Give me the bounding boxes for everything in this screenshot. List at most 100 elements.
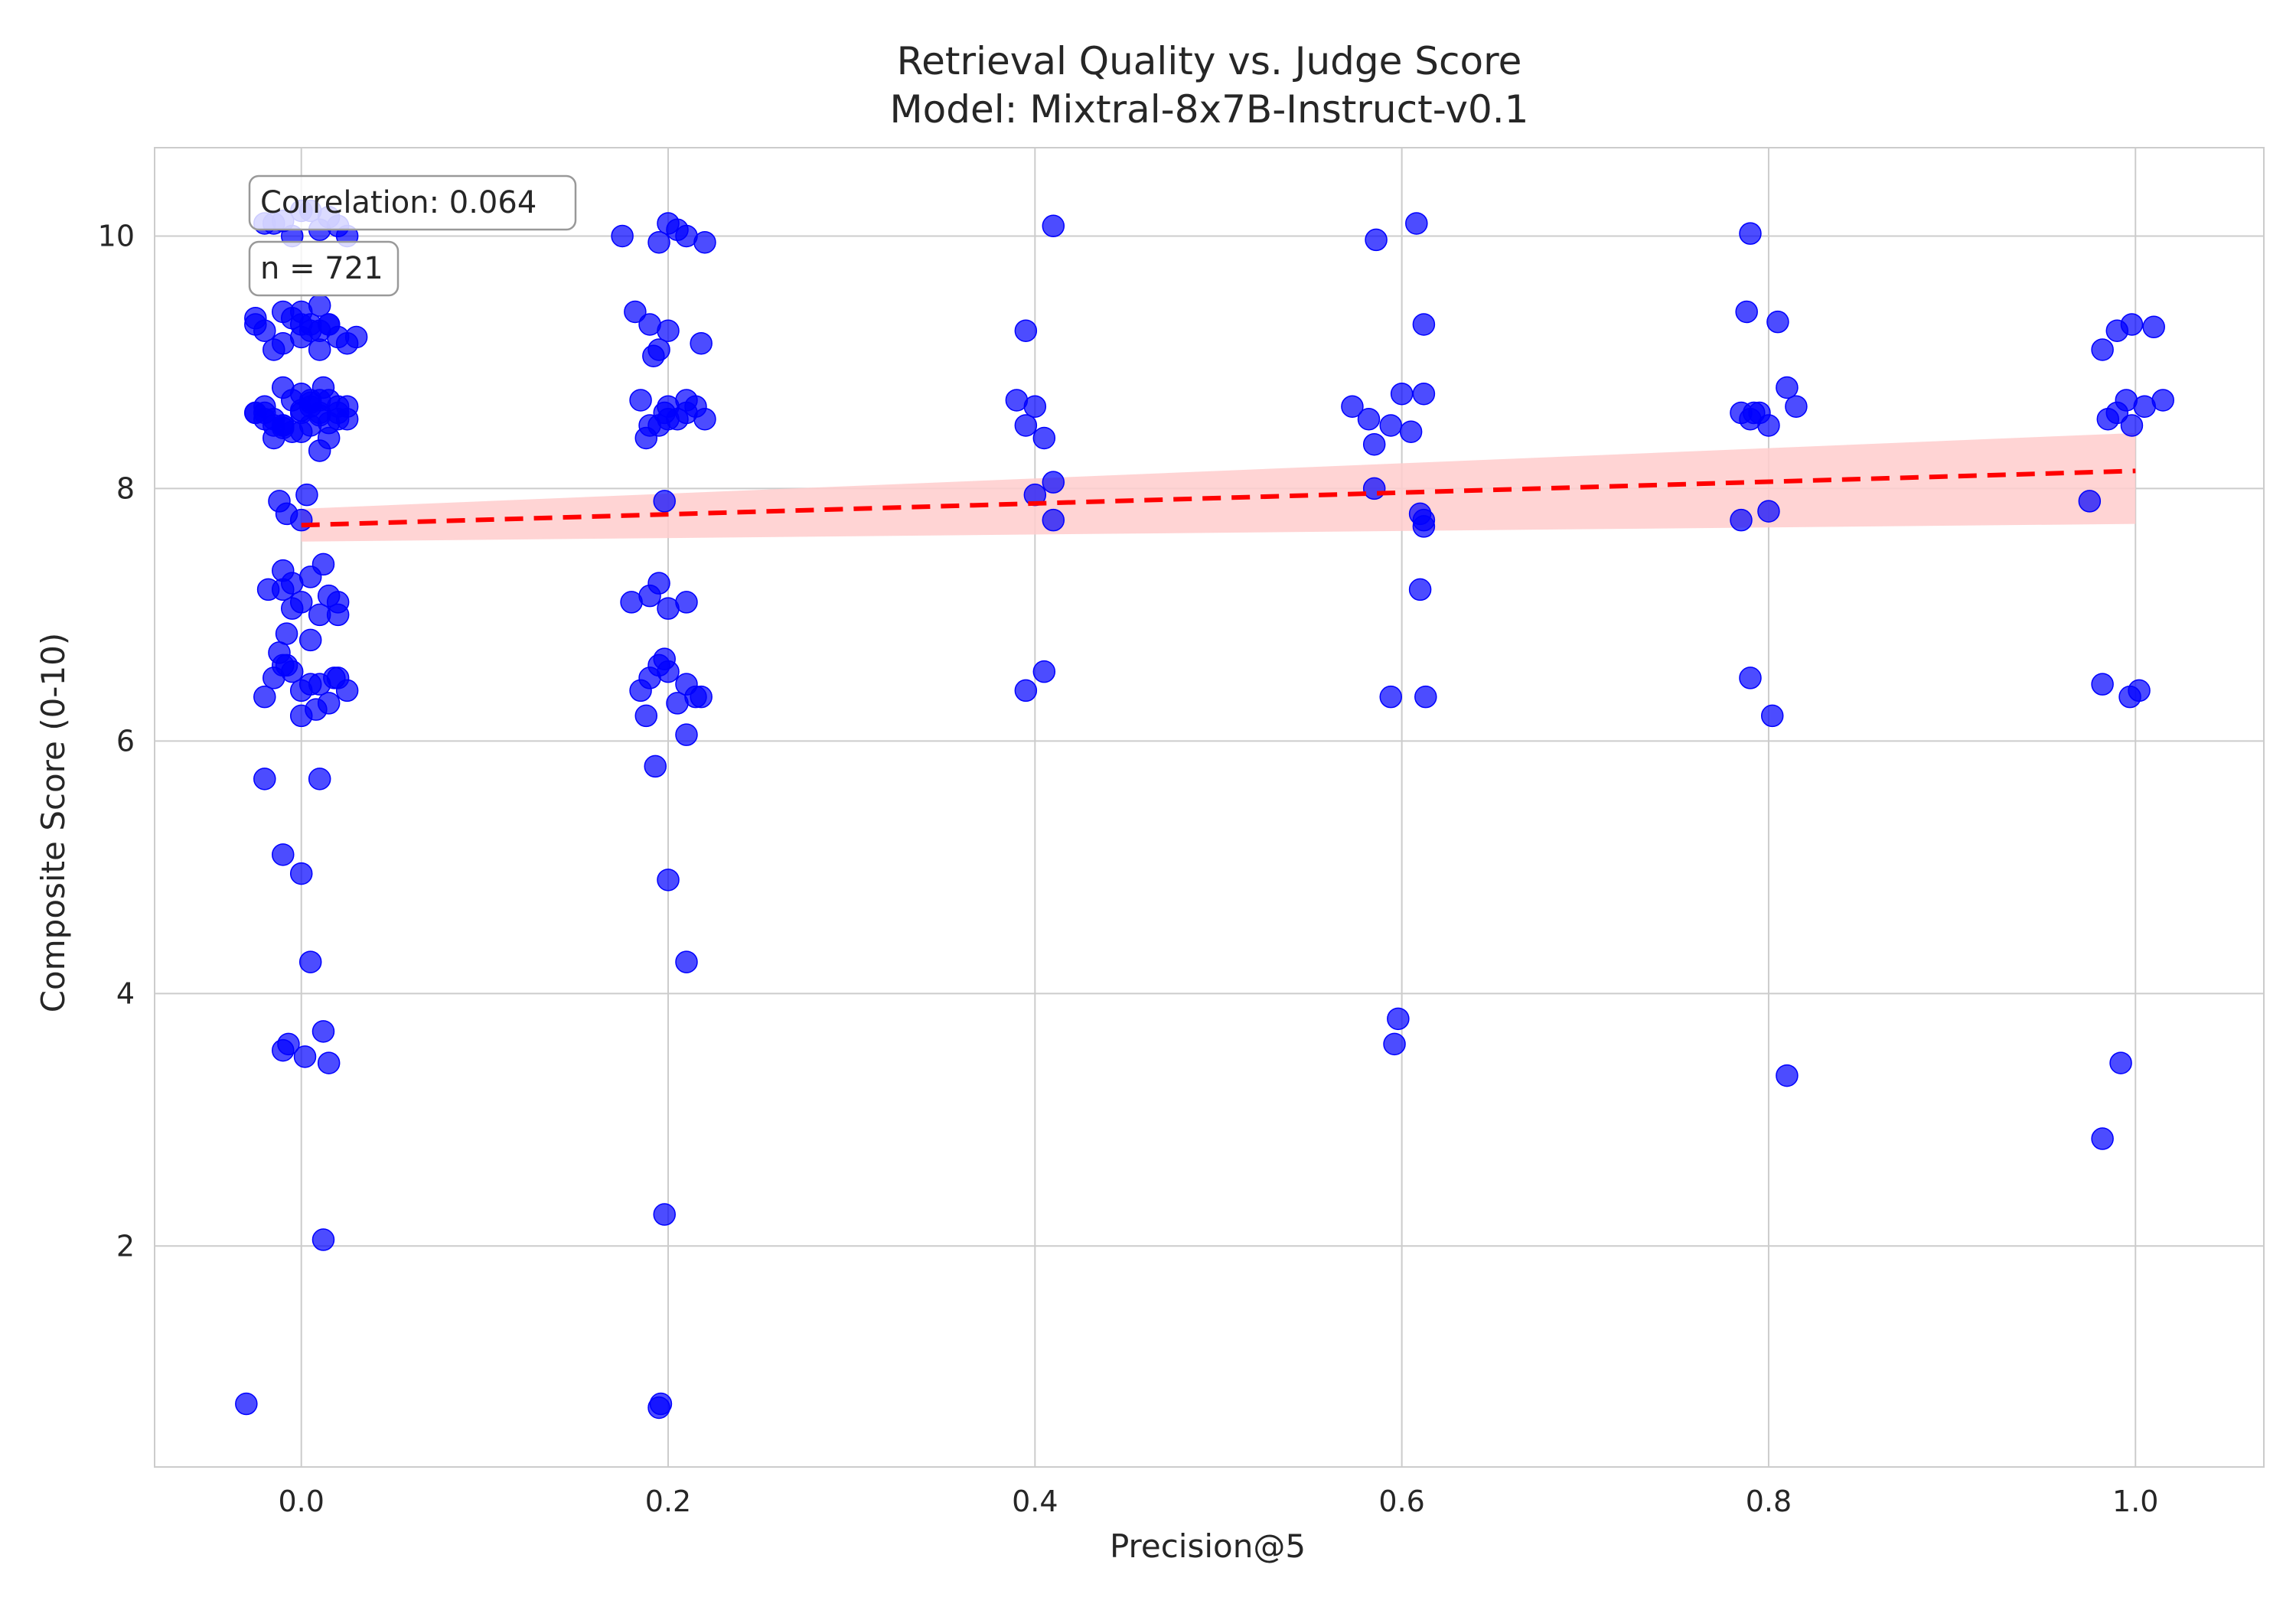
y-tick-label: 8 xyxy=(116,471,135,505)
data-point xyxy=(272,1038,295,1062)
data-point xyxy=(657,319,680,342)
data-point xyxy=(256,578,280,601)
data-point xyxy=(275,654,298,677)
plot-frame xyxy=(154,147,2265,1468)
data-point xyxy=(657,869,680,892)
data-point xyxy=(1042,471,1065,494)
trend-line xyxy=(301,468,2136,528)
x-tick-label: 0.2 xyxy=(645,1485,691,1518)
data-point xyxy=(1412,382,1436,406)
data-point xyxy=(2091,673,2114,696)
x-tick-label: 0.0 xyxy=(279,1485,325,1518)
data-point xyxy=(1379,685,1403,709)
data-point xyxy=(263,338,285,361)
data-point xyxy=(2105,401,2129,425)
data-point xyxy=(305,698,328,721)
y-tick-labels: 2 4 6 8 10 xyxy=(98,219,135,1263)
data-point xyxy=(1341,395,1364,418)
data-point xyxy=(272,843,295,866)
data-point xyxy=(611,224,634,248)
data-point xyxy=(1414,685,1437,709)
data-point xyxy=(275,622,298,645)
data-point xyxy=(2109,1051,2132,1074)
y-tick-label: 6 xyxy=(116,724,135,758)
data-point xyxy=(666,692,689,715)
data-point xyxy=(1760,704,1784,728)
data-point xyxy=(1387,1007,1410,1031)
data-point xyxy=(629,389,652,412)
x-tick-label: 0.6 xyxy=(1378,1485,1424,1518)
data-point xyxy=(1735,300,1758,324)
x-tick-label: 1.0 xyxy=(2112,1485,2158,1518)
y-tick-label: 4 xyxy=(116,976,135,1010)
data-point xyxy=(317,411,341,435)
data-point xyxy=(2078,490,2102,513)
data-point xyxy=(253,685,276,709)
data-point xyxy=(272,300,295,324)
data-point xyxy=(295,483,318,507)
data-point xyxy=(1405,212,1428,235)
data-point xyxy=(693,230,716,254)
data-point xyxy=(1743,401,1766,425)
data-point xyxy=(1042,508,1065,532)
data-point xyxy=(272,559,295,582)
data-point xyxy=(675,723,698,746)
data-point xyxy=(629,679,652,702)
data-point xyxy=(298,628,322,652)
data-point xyxy=(308,294,331,317)
data-point xyxy=(1023,395,1047,418)
data-point xyxy=(1412,515,1436,538)
x-tick-label: 0.4 xyxy=(1012,1485,1058,1518)
data-point xyxy=(244,313,267,336)
data-point xyxy=(272,416,295,439)
data-point xyxy=(280,597,304,620)
y-axis-label: Composite Score (0-10) xyxy=(34,633,72,1013)
data-point xyxy=(1766,310,1789,334)
n-annotation: n = 721 xyxy=(248,240,400,297)
data-point xyxy=(644,755,667,778)
data-point xyxy=(311,553,335,576)
data-point xyxy=(2091,1127,2114,1150)
data-point xyxy=(634,704,658,728)
data-point xyxy=(1362,477,1386,500)
data-point xyxy=(1042,214,1065,238)
data-point xyxy=(289,508,313,532)
data-point xyxy=(298,391,322,415)
data-point xyxy=(235,1392,258,1416)
n-box xyxy=(248,240,400,297)
data-point xyxy=(1739,222,1762,245)
data-point xyxy=(317,313,341,336)
confidence-band-area xyxy=(301,432,2136,542)
data-point xyxy=(308,338,331,361)
data-point xyxy=(653,490,676,513)
data-point xyxy=(2151,389,2174,412)
data-point xyxy=(1014,319,1038,342)
y-tick-label: 10 xyxy=(98,219,135,253)
trend-line-group xyxy=(301,468,2136,528)
data-point xyxy=(647,230,670,254)
data-point xyxy=(1785,395,1808,418)
data-point xyxy=(253,768,276,790)
data-point xyxy=(657,597,680,620)
data-point xyxy=(642,344,665,367)
data-point xyxy=(1739,667,1762,689)
x-tick-label: 0.8 xyxy=(1746,1485,1792,1518)
data-point xyxy=(2105,319,2129,342)
data-point xyxy=(675,389,698,412)
data-point xyxy=(1014,679,1038,702)
data-point xyxy=(293,1045,317,1068)
correlation-annotation: Correlation: 0.064 xyxy=(248,174,577,231)
data-point xyxy=(1408,578,1432,601)
data-point xyxy=(311,376,335,399)
correlation-box xyxy=(248,174,577,231)
data-point xyxy=(1757,500,1780,523)
data-point xyxy=(298,950,322,973)
data-point xyxy=(289,862,313,885)
data-point xyxy=(1390,382,1414,406)
data-point xyxy=(1357,407,1381,431)
chart-subtitle: Model: Mixtral-8x7B-Instruct-v0.1 xyxy=(889,87,1528,132)
data-point xyxy=(1776,376,1799,399)
data-point xyxy=(1362,432,1386,456)
data-point xyxy=(289,325,313,349)
data-point xyxy=(653,647,676,670)
